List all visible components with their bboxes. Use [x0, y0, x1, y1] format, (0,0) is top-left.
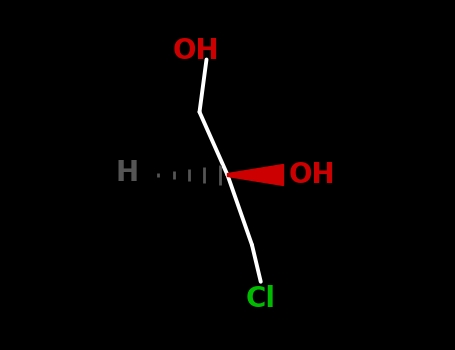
Polygon shape: [228, 164, 283, 186]
Text: OH: OH: [289, 161, 335, 189]
Text: OH: OH: [173, 37, 219, 65]
Text: Cl: Cl: [246, 285, 276, 313]
Text: H: H: [115, 159, 138, 187]
